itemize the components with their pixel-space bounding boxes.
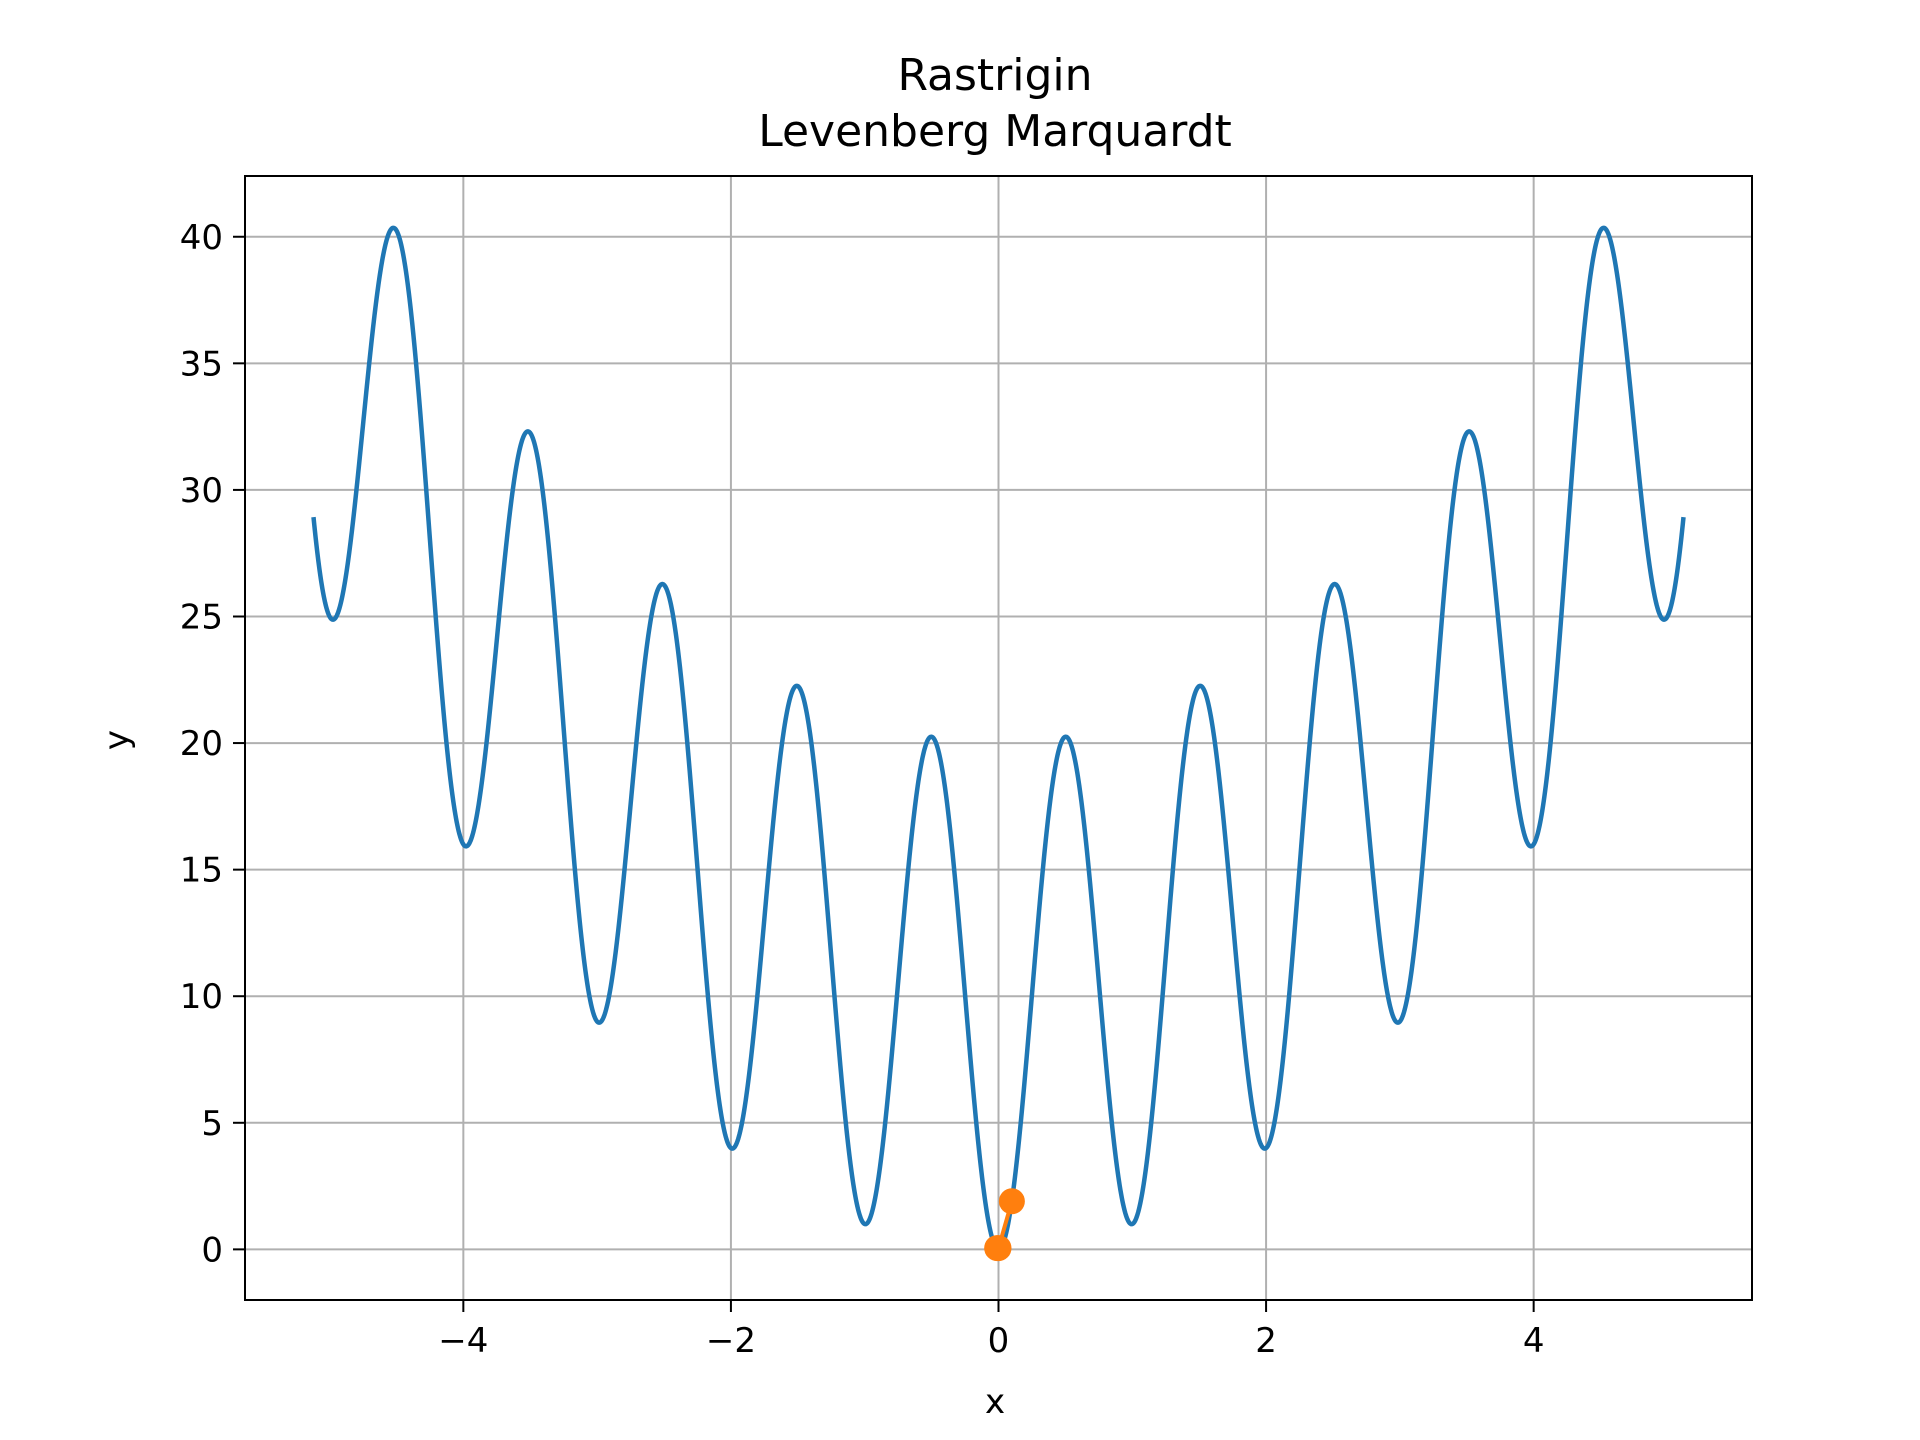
- chart-title: Rastrigin: [897, 50, 1092, 101]
- x-axis-label: x: [985, 1382, 1005, 1422]
- x-tick-label: 2: [1255, 1321, 1277, 1361]
- y-tick-label: 35: [180, 344, 223, 384]
- x-tick-label: 4: [1523, 1321, 1545, 1361]
- chart-subtitle: Levenberg Marquardt: [758, 106, 1232, 157]
- x-tick-label: −2: [706, 1321, 756, 1361]
- y-tick-label: 5: [201, 1104, 223, 1144]
- plot-area: [311, 225, 1686, 1262]
- y-tick-label: 0: [201, 1230, 223, 1270]
- y-tick-label: 25: [180, 597, 223, 637]
- x-tick-label: −4: [438, 1321, 488, 1361]
- optimizer-point: [984, 1235, 1011, 1262]
- y-tick-label: 20: [180, 724, 223, 764]
- y-axis-label: y: [97, 730, 137, 750]
- y-tick-label: 30: [180, 471, 223, 511]
- optimizer-point: [998, 1188, 1025, 1215]
- y-tick-label: 10: [180, 977, 223, 1017]
- y-tick-label: 15: [180, 851, 223, 891]
- x-tick-label: 0: [988, 1321, 1010, 1361]
- y-tick-label: 40: [180, 218, 223, 258]
